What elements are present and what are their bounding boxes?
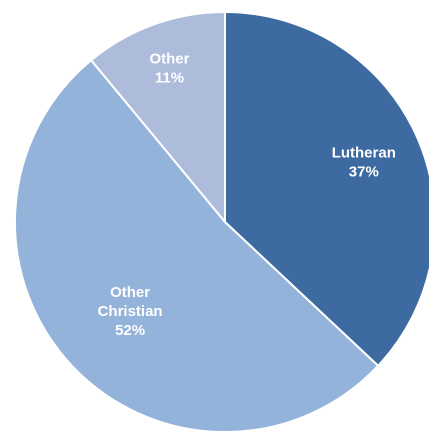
pie-slice-lutheran xyxy=(224,10,429,368)
pie-label-line: 52% xyxy=(115,322,145,339)
pie-slice-other-christian xyxy=(14,58,380,432)
pie-slice-other xyxy=(89,10,226,225)
pie-label-line: Lutheran xyxy=(332,145,396,162)
pie-label-line: Other xyxy=(149,50,189,67)
pie-slices xyxy=(14,10,429,432)
pie-label-line: 37% xyxy=(349,164,379,181)
pie-label-line: Christian xyxy=(98,303,163,320)
pie-label-line: 11% xyxy=(155,69,184,86)
pie-label-other-christian: Other Christian 52% xyxy=(98,284,163,339)
pie-label-lutheran: Lutheran 37% xyxy=(332,145,396,181)
pie-label-line: Other xyxy=(110,284,150,301)
pie-labels: Lutheran 37% Other Christian 52% Other 11% xyxy=(98,50,396,339)
pie-label-other: Other 11% xyxy=(149,50,189,86)
